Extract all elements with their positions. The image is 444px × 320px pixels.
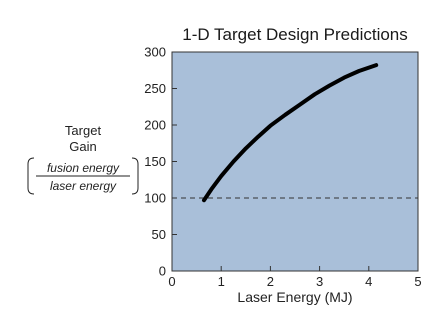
y-tick-label: 200 (144, 118, 166, 133)
y-axis-title-numerator: fusion energy (47, 161, 120, 175)
y-axis-title-line1: Target (65, 123, 102, 138)
x-tick-label: 2 (267, 274, 274, 289)
data-point (269, 125, 271, 127)
data-point (358, 70, 360, 72)
y-axis-ticks: 0 50 100 150 200 250 300 (144, 45, 177, 279)
y-tick-label: 150 (144, 154, 166, 169)
plot-area (171, 51, 419, 272)
y-tick-label: 250 (144, 81, 166, 96)
data-point (299, 104, 301, 106)
x-tick-label: 4 (365, 274, 372, 289)
y-axis-title: Target Gain fusion energy laser energy (27, 123, 139, 195)
x-tick-label: 0 (168, 274, 175, 289)
data-point (210, 188, 212, 190)
x-tick-label: 5 (414, 274, 421, 289)
y-tick-label: 50 (152, 227, 166, 242)
x-tick-label: 3 (316, 274, 323, 289)
y-tick-label: 0 (159, 264, 166, 279)
data-point (220, 175, 222, 177)
y-tick-label: 100 (144, 191, 166, 206)
data-point (233, 161, 234, 162)
data-point (328, 85, 330, 87)
series-line-target-gain (202, 63, 379, 203)
x-axis-title: Laser Energy (MJ) (237, 289, 352, 305)
y-axis-title-denominator: laser energy (50, 179, 117, 193)
data-point (284, 114, 286, 116)
data-point (375, 64, 377, 66)
data-point (314, 93, 316, 95)
data-point (245, 147, 247, 149)
y-axis-title-left-bracket (27, 157, 35, 195)
x-tick-label: 1 (218, 274, 225, 289)
data-point (203, 199, 205, 201)
y-axis-title-right-bracket (131, 157, 139, 195)
series-points (203, 64, 377, 201)
chart-title: 1-D Target Design Predictions (182, 25, 408, 44)
data-point (343, 77, 345, 79)
y-axis-title-line2: Gain (69, 139, 96, 154)
data-point (257, 136, 259, 138)
x-axis-ticks: 0 1 2 3 4 5 (168, 266, 422, 289)
y-tick-label: 300 (144, 45, 166, 60)
